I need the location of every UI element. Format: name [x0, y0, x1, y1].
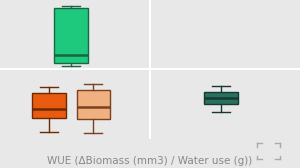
Bar [205, 92, 238, 104]
Bar [55, 8, 88, 63]
Bar [32, 93, 65, 118]
Bar [76, 90, 110, 119]
Text: WUE (ΔBiomass (mm3) / Water use (g)): WUE (ΔBiomass (mm3) / Water use (g)) [47, 156, 253, 166]
